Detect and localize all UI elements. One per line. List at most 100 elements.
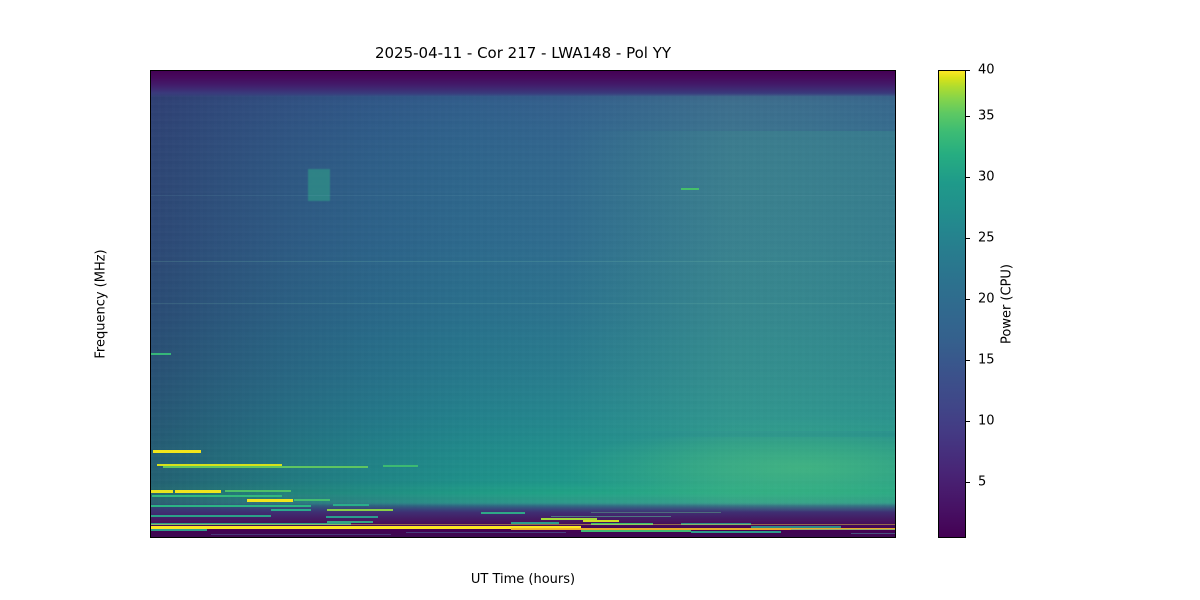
vertical-texture-layer — [151, 71, 895, 537]
colorbar-tick-25: 25 — [965, 231, 995, 246]
x-tick-9: 9 — [477, 537, 478, 538]
x-minor-tick — [639, 537, 640, 538]
x-minor-tick — [720, 537, 721, 538]
rfi-cluster-e — [511, 522, 559, 524]
x-minor-tick — [423, 537, 424, 538]
x-minor-tick — [531, 537, 532, 538]
x-tick-12: 12 — [801, 537, 802, 538]
x-minor-tick — [396, 537, 397, 538]
rfi-line-42mhz — [151, 353, 171, 355]
low-band-speckle-b — [581, 530, 691, 532]
rfi-line-19mhz-b — [294, 499, 330, 501]
x-tick-10: 10 — [585, 537, 586, 538]
rfi-line-16mhz-b — [326, 516, 378, 518]
colorbar-tick-35: 35 — [965, 109, 995, 124]
colorbar-tick-5: 5 — [965, 475, 986, 490]
x-tick-7: 7 — [261, 537, 262, 538]
x-minor-tick — [153, 537, 154, 538]
rfi-line-18mhz-b — [333, 504, 369, 506]
persistent-rfi-line-faint — [151, 524, 895, 526]
low-band-speckle-g — [406, 532, 566, 534]
green-enhancement-secondary — [511, 401, 895, 511]
upper-band-streak-a — [151, 261, 895, 263]
y-tick-50: 50 — [150, 303, 151, 304]
box-artifact — [308, 169, 330, 201]
x-minor-tick — [342, 537, 343, 538]
y-tick-80: 80 — [150, 114, 151, 115]
x-minor-tick — [234, 537, 235, 538]
time-gradient-layer — [151, 71, 895, 537]
y-axis-label: Frequency (MHz) — [93, 249, 109, 359]
rfi-cluster-a — [151, 529, 207, 531]
bright-green-enhancement — [451, 437, 895, 505]
rfi-line-19mhz — [247, 499, 293, 502]
colorbar-tick-label-35: 35 — [978, 108, 995, 124]
rfi-cluster-b — [541, 518, 597, 520]
y-tick-60: 60 — [150, 240, 151, 241]
x-minor-tick — [774, 537, 775, 538]
rfi-line-17mhz-b — [271, 509, 311, 511]
page-title: 2025-04-11 - Cor 217 - LWA148 - Pol YY — [374, 44, 672, 62]
spectrogram-image — [151, 71, 895, 537]
frequency-gradient-layer — [151, 71, 895, 537]
colorbar-tick-10: 10 — [965, 414, 995, 429]
rfi-line-15mhz — [151, 523, 351, 525]
x-minor-tick — [666, 537, 667, 538]
x-minor-tick — [288, 537, 289, 538]
colorbar-tick-label-10: 10 — [978, 413, 995, 429]
colorbar-tick-label-40: 40 — [978, 62, 995, 78]
x-minor-tick — [747, 537, 748, 538]
high-frequency-rolloff-band — [151, 71, 895, 97]
rfi-line-26mhz-c — [383, 465, 418, 467]
x-tick-8: 8 — [369, 537, 370, 538]
x-minor-tick — [558, 537, 559, 538]
rfi-line-21mhz-b — [175, 490, 221, 493]
x-minor-tick — [855, 537, 856, 538]
rfi-line-27mhz — [153, 450, 201, 453]
colorbar-tick-label-30: 30 — [978, 169, 995, 185]
colorbar-tick-20: 20 — [965, 292, 995, 307]
rfi-cluster-c — [583, 520, 619, 522]
rfi-line-26mhz-a — [157, 464, 282, 466]
y-tick-70: 70 — [150, 177, 151, 178]
rfi-line-20mhz — [152, 495, 282, 497]
colorbar-tick-label-15: 15 — [978, 352, 995, 368]
low-band-speckle-d — [791, 529, 895, 531]
rfi-cluster-d — [591, 523, 653, 525]
colorbar-tick-40: 40 — [965, 63, 995, 78]
y-tick-30: 30 — [150, 429, 151, 430]
colorbar-tick-label-5: 5 — [978, 474, 987, 490]
mid-band-warm-wash — [571, 131, 895, 431]
x-minor-tick — [882, 537, 883, 538]
rfi-line-18mhz — [151, 505, 311, 507]
x-minor-tick — [612, 537, 613, 538]
low-band-speckle-e — [851, 533, 895, 535]
x-minor-tick — [450, 537, 451, 538]
rfi-cluster-i — [751, 526, 841, 528]
rfi-line-26mhz-b — [163, 466, 368, 468]
colorbar-tick-label-25: 25 — [978, 230, 995, 246]
upper-band-streak-c — [151, 195, 895, 197]
persistent-rfi-line — [151, 526, 581, 529]
low-band-speckle-f — [591, 512, 721, 514]
rfi-cluster-g — [481, 512, 525, 514]
y-tick-20: 20 — [150, 492, 151, 493]
x-minor-tick — [207, 537, 208, 538]
rfi-line-15mhz-b — [327, 521, 373, 523]
short-streak — [681, 188, 699, 190]
x-minor-tick — [828, 537, 829, 538]
y-tick-40: 40 — [150, 366, 151, 367]
persistent-rfi-line-ext — [511, 528, 895, 530]
colorbar-tick-label-20: 20 — [978, 291, 995, 307]
spectrogram-axes[interactable]: 20 30 40 50 60 70 80 7 8 9 10 — [150, 70, 896, 538]
colorbar-tick-15: 15 — [965, 353, 995, 368]
colorbar[interactable]: 5 10 15 20 25 30 35 40 — [938, 63, 995, 538]
x-minor-tick — [504, 537, 505, 538]
x-axis-label: UT Time (hours) — [470, 572, 576, 587]
x-minor-tick — [315, 537, 316, 538]
low-band-speckle-a — [551, 516, 671, 518]
rfi-line-21mhz — [151, 490, 173, 493]
colorbar-tick-30: 30 — [965, 170, 995, 185]
colorbar-title: Power (CPU) — [999, 263, 1015, 345]
